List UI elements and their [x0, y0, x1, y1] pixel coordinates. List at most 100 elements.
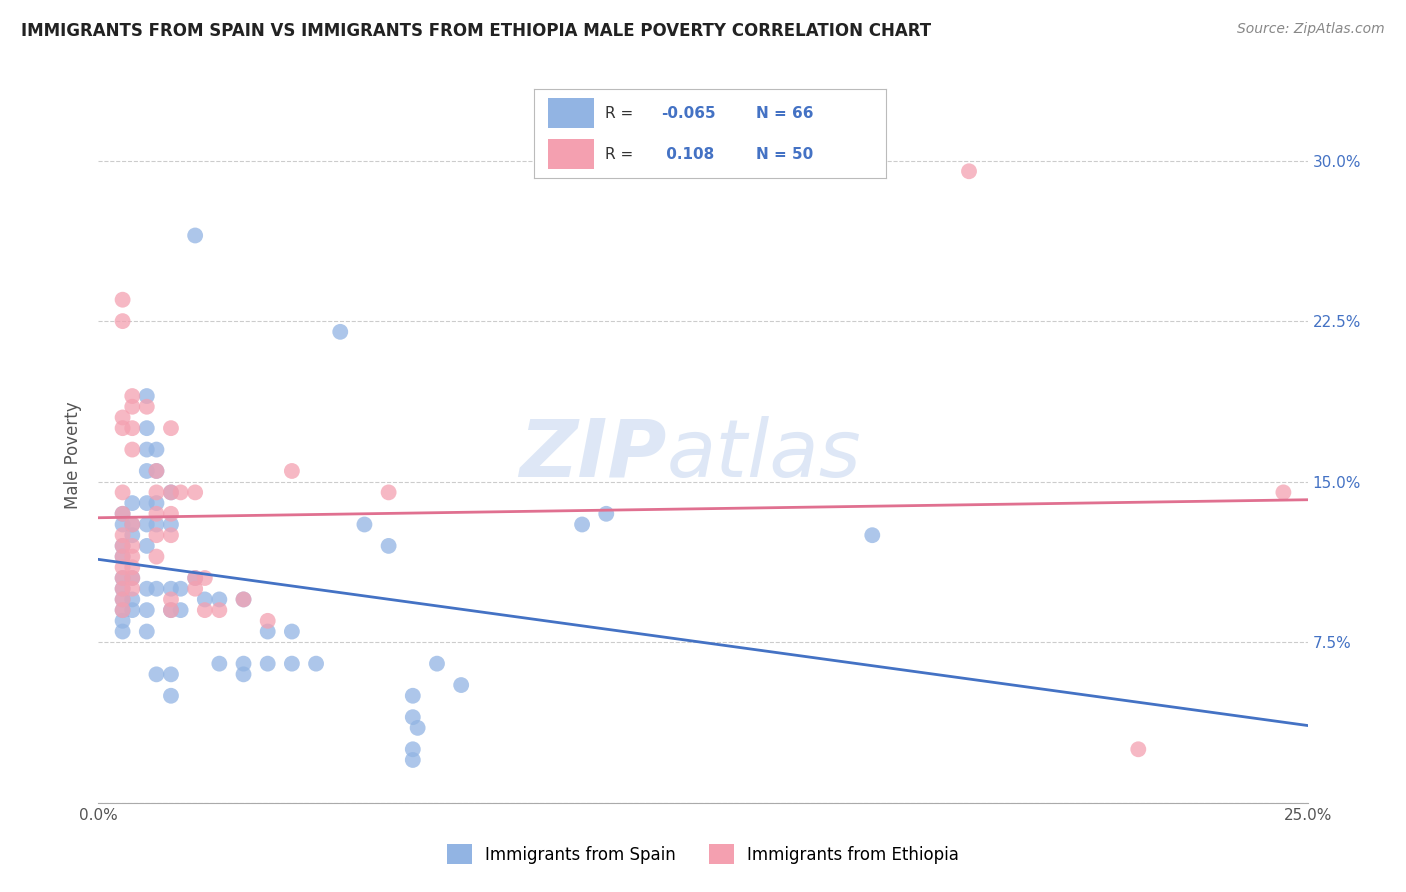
Point [135, 421, 157, 435]
Point [111, 539, 134, 553]
Point [184, 485, 207, 500]
Point [111, 293, 134, 307]
Point [232, 667, 254, 681]
Point [111, 582, 134, 596]
Point [135, 389, 157, 403]
Point [160, 603, 183, 617]
Point [377, 485, 399, 500]
Y-axis label: Male Poverty: Male Poverty [65, 401, 83, 508]
Point [194, 571, 217, 585]
Point [121, 517, 143, 532]
Point [135, 603, 157, 617]
Point [595, 507, 617, 521]
Point [208, 592, 231, 607]
Point [169, 603, 191, 617]
Point [111, 485, 134, 500]
Point [111, 517, 134, 532]
Point [121, 496, 143, 510]
Point [121, 517, 143, 532]
Point [135, 400, 157, 414]
Point [194, 603, 217, 617]
Point [1272, 485, 1295, 500]
Point [194, 592, 217, 607]
Point [111, 421, 134, 435]
Point [145, 507, 167, 521]
Point [169, 582, 191, 596]
Text: ZIP: ZIP [519, 416, 666, 494]
Point [111, 624, 134, 639]
Point [111, 410, 134, 425]
Point [121, 560, 143, 574]
Point [145, 464, 167, 478]
Point [135, 442, 157, 457]
Point [305, 657, 328, 671]
Point [402, 689, 425, 703]
Point [135, 539, 157, 553]
Point [145, 496, 167, 510]
Point [111, 603, 134, 617]
Point [426, 657, 449, 671]
Point [184, 228, 207, 243]
Point [450, 678, 472, 692]
Point [121, 389, 143, 403]
Point [111, 507, 134, 521]
Point [232, 657, 254, 671]
Point [160, 485, 183, 500]
Point [957, 164, 980, 178]
Text: R =: R = [605, 147, 638, 161]
Point [145, 517, 167, 532]
Point [121, 539, 143, 553]
Text: IMMIGRANTS FROM SPAIN VS IMMIGRANTS FROM ETHIOPIA MALE POVERTY CORRELATION CHART: IMMIGRANTS FROM SPAIN VS IMMIGRANTS FROM… [21, 22, 931, 40]
Point [111, 507, 134, 521]
Point [232, 592, 254, 607]
Point [160, 528, 183, 542]
Point [121, 442, 143, 457]
Point [135, 464, 157, 478]
Point [232, 592, 254, 607]
Point [160, 667, 183, 681]
Point [402, 753, 425, 767]
Point [135, 496, 157, 510]
Text: N = 50: N = 50 [756, 147, 813, 161]
Point [111, 582, 134, 596]
Point [184, 582, 207, 596]
Point [121, 528, 143, 542]
Point [111, 592, 134, 607]
Point [145, 582, 167, 596]
Point [145, 464, 167, 478]
Point [111, 560, 134, 574]
Point [208, 657, 231, 671]
Point [377, 539, 399, 553]
Point [160, 582, 183, 596]
Point [145, 528, 167, 542]
Text: -0.065: -0.065 [661, 106, 716, 120]
Point [111, 571, 134, 585]
Bar [548, 139, 593, 169]
Point [160, 421, 183, 435]
Legend: Immigrants from Spain, Immigrants from Ethiopia: Immigrants from Spain, Immigrants from E… [440, 838, 966, 871]
Point [111, 528, 134, 542]
Point [145, 485, 167, 500]
Point [208, 603, 231, 617]
Point [281, 624, 304, 639]
Point [160, 603, 183, 617]
Point [160, 485, 183, 500]
Point [256, 614, 278, 628]
Point [353, 517, 375, 532]
Point [111, 592, 134, 607]
Point [281, 464, 304, 478]
Point [121, 400, 143, 414]
Point [169, 485, 191, 500]
Point [145, 442, 167, 457]
Point [121, 571, 143, 585]
Text: Source: ZipAtlas.com: Source: ZipAtlas.com [1237, 22, 1385, 37]
Point [184, 571, 207, 585]
Point [111, 539, 134, 553]
Point [111, 314, 134, 328]
Point [111, 614, 134, 628]
Text: N = 66: N = 66 [756, 106, 813, 120]
Point [121, 549, 143, 564]
Text: 0.108: 0.108 [661, 147, 714, 161]
Point [160, 517, 183, 532]
Point [160, 592, 183, 607]
